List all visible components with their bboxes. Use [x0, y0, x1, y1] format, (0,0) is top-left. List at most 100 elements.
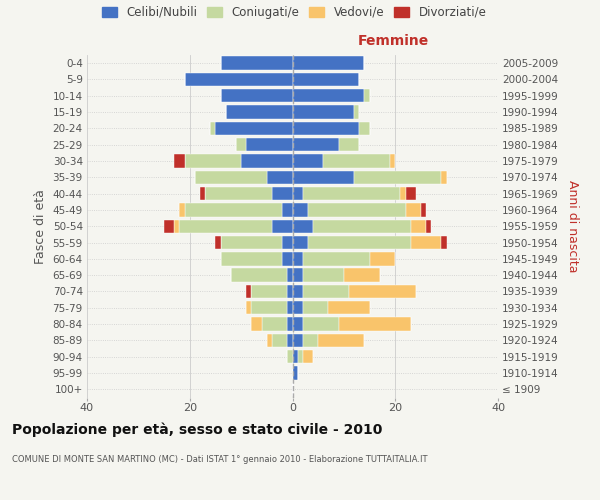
Bar: [282, 236, 293, 249]
Bar: [293, 204, 308, 216]
Bar: [303, 350, 313, 364]
Bar: [246, 138, 293, 151]
Bar: [308, 236, 410, 249]
Bar: [293, 73, 359, 86]
Bar: [287, 318, 293, 331]
Bar: [241, 154, 293, 168]
Y-axis label: Fasce di età: Fasce di età: [34, 189, 47, 264]
Bar: [272, 334, 287, 347]
Bar: [400, 187, 406, 200]
Bar: [200, 187, 205, 200]
Bar: [179, 204, 185, 216]
Bar: [293, 138, 339, 151]
Bar: [175, 220, 179, 233]
Bar: [282, 252, 293, 266]
Bar: [293, 301, 303, 314]
Bar: [287, 285, 293, 298]
Bar: [293, 318, 303, 331]
Bar: [344, 268, 380, 282]
Bar: [272, 220, 293, 233]
Bar: [211, 122, 215, 135]
Bar: [298, 350, 303, 364]
Bar: [215, 122, 293, 135]
Bar: [293, 252, 303, 266]
Bar: [293, 285, 303, 298]
Bar: [246, 301, 251, 314]
Bar: [251, 301, 287, 314]
Bar: [370, 252, 395, 266]
Bar: [221, 89, 293, 102]
Bar: [246, 285, 251, 298]
Bar: [303, 252, 370, 266]
Bar: [293, 220, 313, 233]
Bar: [251, 285, 287, 298]
Bar: [293, 366, 298, 380]
Bar: [406, 204, 421, 216]
Bar: [426, 220, 431, 233]
Bar: [164, 220, 175, 233]
Bar: [354, 170, 442, 184]
Bar: [293, 268, 303, 282]
Bar: [226, 106, 293, 119]
Bar: [303, 318, 339, 331]
Bar: [303, 285, 349, 298]
Bar: [221, 56, 293, 70]
Bar: [303, 334, 318, 347]
Bar: [410, 236, 442, 249]
Bar: [339, 318, 410, 331]
Bar: [313, 220, 410, 233]
Bar: [349, 285, 416, 298]
Legend: Celibi/Nubili, Coniugati/e, Vedovi/e, Divorziati/e: Celibi/Nubili, Coniugati/e, Vedovi/e, Di…: [101, 6, 487, 19]
Bar: [267, 170, 293, 184]
Bar: [215, 236, 221, 249]
Bar: [303, 187, 400, 200]
Text: COMUNE DI MONTE SAN MARTINO (MC) - Dati ISTAT 1° gennaio 2010 - Elaborazione TUT: COMUNE DI MONTE SAN MARTINO (MC) - Dati …: [12, 455, 427, 464]
Bar: [410, 220, 426, 233]
Bar: [318, 334, 364, 347]
Bar: [354, 106, 359, 119]
Bar: [293, 170, 354, 184]
Bar: [293, 122, 359, 135]
Bar: [195, 170, 267, 184]
Bar: [323, 154, 390, 168]
Bar: [293, 89, 364, 102]
Bar: [308, 204, 406, 216]
Bar: [185, 73, 293, 86]
Bar: [406, 187, 416, 200]
Bar: [185, 154, 241, 168]
Bar: [293, 187, 303, 200]
Bar: [287, 350, 293, 364]
Text: Popolazione per età, sesso e stato civile - 2010: Popolazione per età, sesso e stato civil…: [12, 422, 382, 437]
Bar: [303, 301, 328, 314]
Y-axis label: Anni di nascita: Anni di nascita: [566, 180, 579, 272]
Bar: [364, 89, 370, 102]
Bar: [293, 56, 364, 70]
Bar: [359, 122, 370, 135]
Text: Femmine: Femmine: [358, 34, 429, 48]
Bar: [293, 236, 308, 249]
Bar: [293, 350, 298, 364]
Bar: [272, 187, 293, 200]
Bar: [205, 187, 272, 200]
Bar: [175, 154, 185, 168]
Bar: [236, 138, 246, 151]
Bar: [267, 334, 272, 347]
Bar: [221, 252, 282, 266]
Bar: [293, 106, 354, 119]
Bar: [303, 268, 344, 282]
Bar: [293, 154, 323, 168]
Bar: [287, 301, 293, 314]
Bar: [442, 236, 446, 249]
Bar: [185, 204, 282, 216]
Bar: [390, 154, 395, 168]
Bar: [262, 318, 287, 331]
Bar: [282, 204, 293, 216]
Bar: [442, 170, 446, 184]
Bar: [179, 220, 272, 233]
Bar: [287, 268, 293, 282]
Bar: [251, 318, 262, 331]
Bar: [421, 204, 426, 216]
Bar: [231, 268, 287, 282]
Bar: [221, 236, 282, 249]
Bar: [287, 334, 293, 347]
